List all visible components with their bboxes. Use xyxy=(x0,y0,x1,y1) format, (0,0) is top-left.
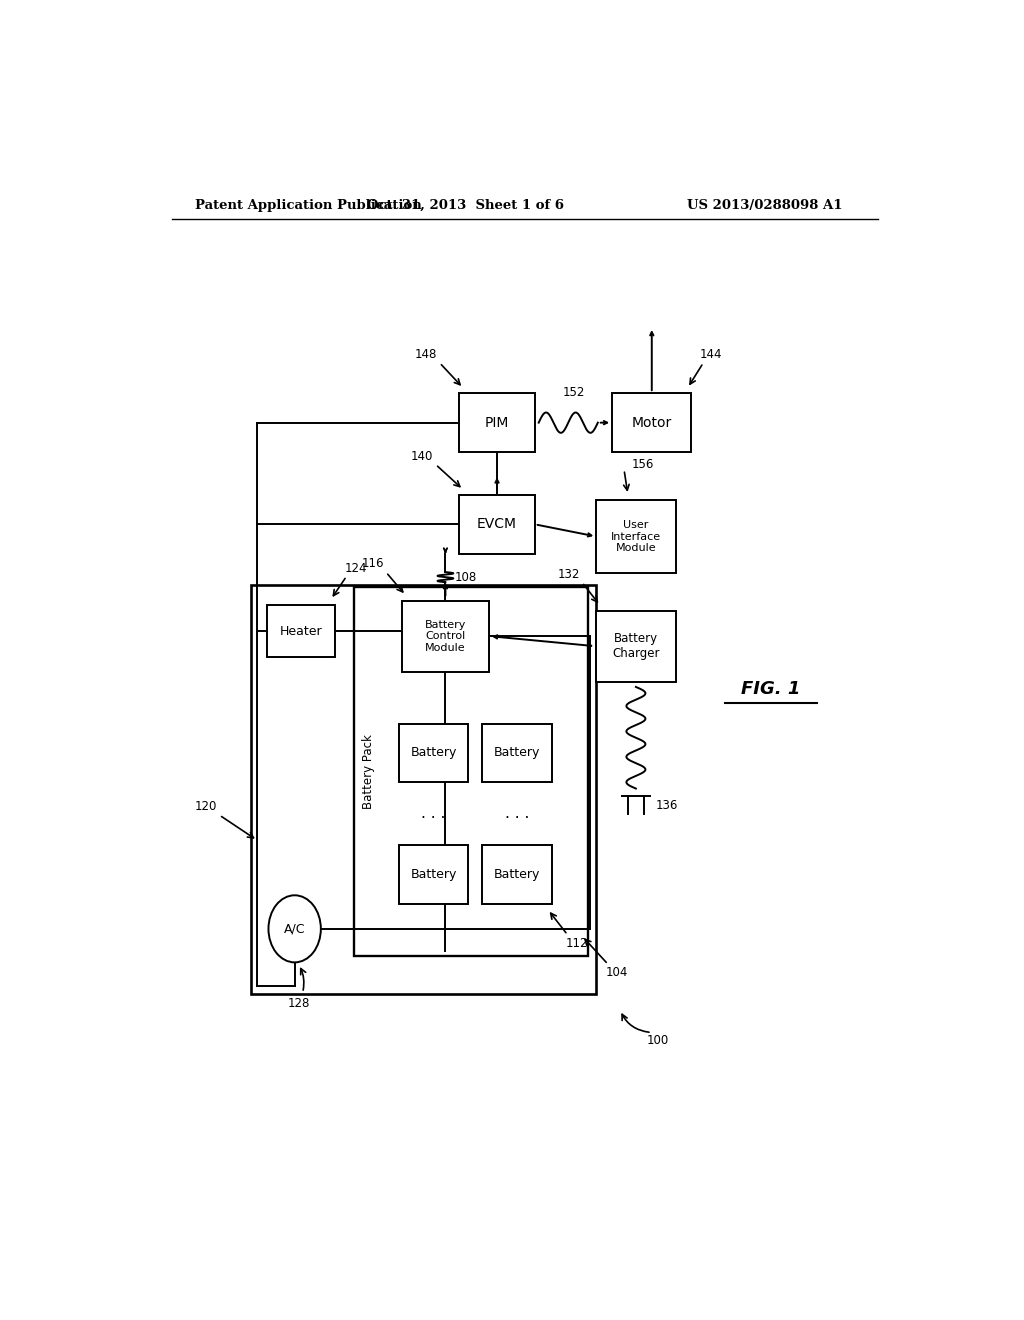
Text: . . .: . . . xyxy=(505,807,529,821)
Text: 132: 132 xyxy=(558,568,581,581)
Bar xyxy=(267,605,335,657)
Text: 144: 144 xyxy=(699,348,722,362)
Bar xyxy=(482,846,552,904)
Text: Battery
Charger: Battery Charger xyxy=(612,632,659,660)
Text: Battery: Battery xyxy=(494,747,540,759)
Text: US 2013/0288098 A1: US 2013/0288098 A1 xyxy=(687,198,842,211)
Text: FIG. 1: FIG. 1 xyxy=(741,680,801,698)
Text: Battery: Battery xyxy=(411,869,457,882)
Text: 112: 112 xyxy=(566,937,589,949)
Text: Battery
Control
Module: Battery Control Module xyxy=(425,619,466,652)
Text: User
Interface
Module: User Interface Module xyxy=(611,520,660,553)
Text: 116: 116 xyxy=(361,557,384,570)
Bar xyxy=(354,587,588,956)
Circle shape xyxy=(268,895,321,962)
Text: 156: 156 xyxy=(632,458,654,471)
Text: 120: 120 xyxy=(195,800,217,813)
Text: 100: 100 xyxy=(647,1034,670,1047)
Text: A/C: A/C xyxy=(284,923,305,936)
Text: 128: 128 xyxy=(288,997,310,1010)
Bar xyxy=(460,495,535,554)
Text: . . .: . . . xyxy=(421,807,445,821)
Text: 104: 104 xyxy=(606,966,628,979)
Bar xyxy=(612,393,691,453)
Text: 148: 148 xyxy=(415,348,437,362)
Bar xyxy=(596,611,676,682)
Bar xyxy=(482,723,552,783)
Text: Heater: Heater xyxy=(280,624,323,638)
Text: 108: 108 xyxy=(455,570,477,583)
Bar xyxy=(401,601,489,672)
Bar xyxy=(398,846,468,904)
Bar xyxy=(398,723,468,783)
Text: EVCM: EVCM xyxy=(477,517,517,532)
Text: Oct. 31, 2013  Sheet 1 of 6: Oct. 31, 2013 Sheet 1 of 6 xyxy=(367,198,564,211)
Bar xyxy=(460,393,535,453)
Text: Motor: Motor xyxy=(632,416,672,430)
Bar xyxy=(251,585,596,994)
Text: 140: 140 xyxy=(411,450,433,463)
Text: 152: 152 xyxy=(562,385,585,399)
Bar xyxy=(596,500,676,573)
Text: PIM: PIM xyxy=(484,416,509,430)
Text: 136: 136 xyxy=(655,800,678,812)
Text: 124: 124 xyxy=(344,561,367,574)
Text: Battery: Battery xyxy=(494,869,540,882)
Text: Battery: Battery xyxy=(411,747,457,759)
Text: Patent Application Publication: Patent Application Publication xyxy=(196,198,422,211)
Text: Battery Pack: Battery Pack xyxy=(361,734,375,809)
